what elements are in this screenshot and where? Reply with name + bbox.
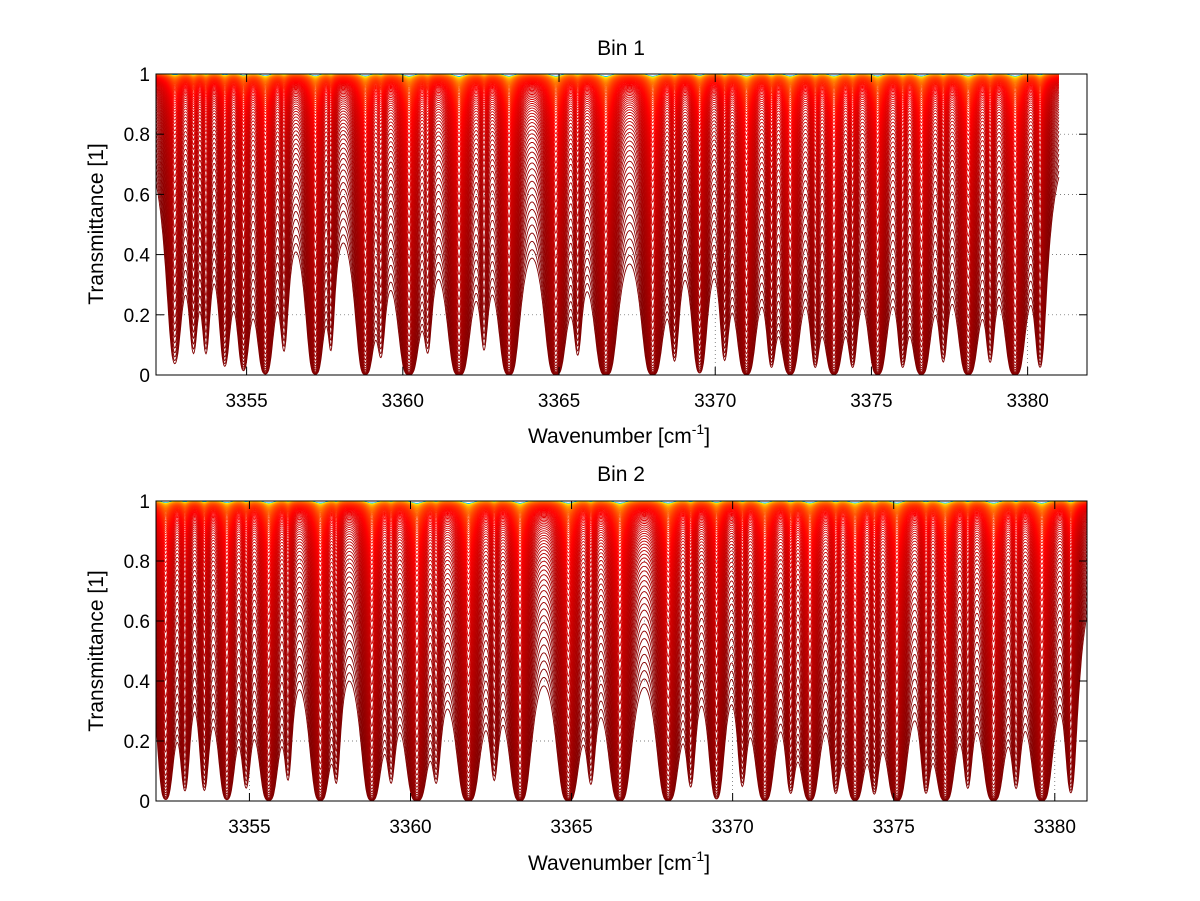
y-axis-title: Transmittance [1] — [85, 143, 108, 304]
x-tick-label: 3375 — [873, 817, 915, 838]
y-axis-title: Transmittance [1] — [85, 570, 108, 731]
y-tick-label: 0.8 — [124, 125, 150, 146]
y-tick-label: 0 — [139, 366, 150, 387]
y-tick-label: 1 — [139, 65, 150, 86]
x-tick-label: 3370 — [694, 391, 736, 412]
x-tick-label: 3360 — [382, 391, 424, 412]
y-tick-label: 0.4 — [124, 672, 151, 693]
x-tick-label: 3370 — [711, 817, 753, 838]
x-tick-label: 3365 — [550, 817, 592, 838]
y-tick-label: 0.6 — [124, 612, 150, 633]
chart-title: Bin 2 — [597, 463, 645, 486]
x-tick-label: 3360 — [389, 817, 431, 838]
x-tick-label: 3380 — [1007, 391, 1049, 412]
x-tick-label: 3375 — [850, 391, 892, 412]
y-tick-label: 0.6 — [124, 185, 150, 206]
chart-title: Bin 1 — [597, 37, 645, 60]
y-tick-label: 0.2 — [124, 306, 150, 327]
y-tick-label: 1 — [139, 492, 150, 513]
x-axis-title: Wavenumber [cm-1] — [528, 848, 710, 875]
y-tick-label: 0.4 — [124, 246, 151, 267]
y-tick-label: 0 — [139, 792, 150, 813]
x-axis-title: Wavenumber [cm-1] — [528, 421, 710, 448]
y-tick-label: 0.2 — [124, 732, 150, 753]
y-tick-label: 0.8 — [124, 552, 150, 573]
x-tick-label: 3380 — [1034, 817, 1076, 838]
x-tick-label: 3355 — [228, 817, 270, 838]
x-tick-label: 3355 — [225, 391, 267, 412]
x-tick-label: 3365 — [538, 391, 580, 412]
